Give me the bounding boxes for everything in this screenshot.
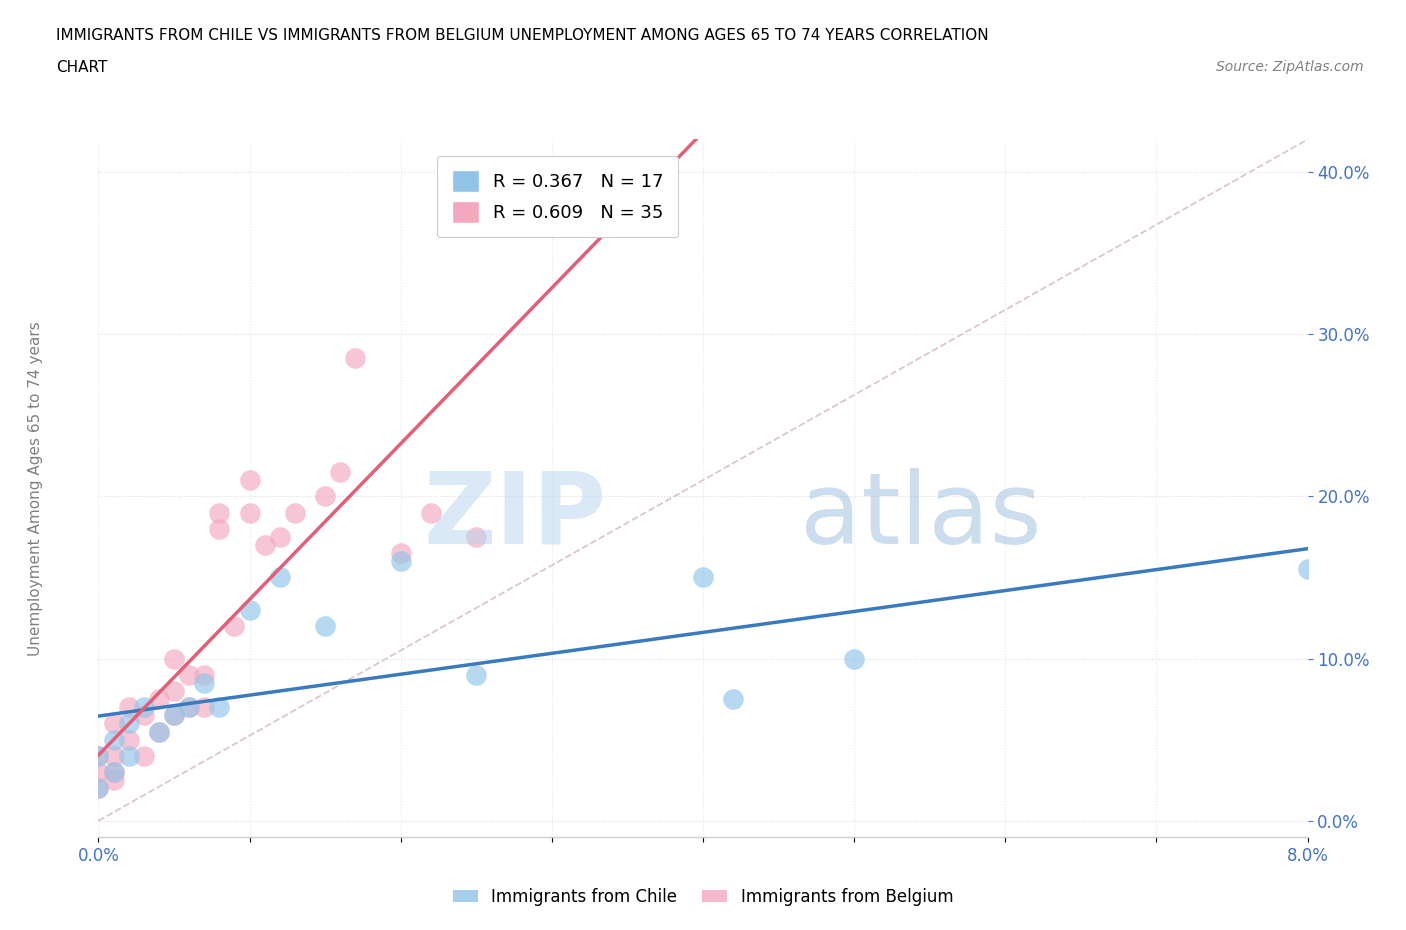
Point <box>148 724 170 739</box>
Text: ZIP: ZIP <box>423 468 606 565</box>
Point <box>179 699 201 714</box>
Point <box>208 699 231 714</box>
Point <box>118 732 141 747</box>
Point <box>103 732 125 747</box>
Point <box>163 708 186 723</box>
Point <box>239 505 262 520</box>
Point <box>179 699 201 714</box>
Text: IMMIGRANTS FROM CHILE VS IMMIGRANTS FROM BELGIUM UNEMPLOYMENT AMONG AGES 65 TO 7: IMMIGRANTS FROM CHILE VS IMMIGRANTS FROM… <box>56 28 988 43</box>
Point <box>269 570 291 585</box>
Point <box>132 708 155 723</box>
Point <box>103 749 125 764</box>
Point <box>118 749 141 764</box>
Point <box>329 465 352 480</box>
Point <box>284 505 307 520</box>
Point <box>87 781 110 796</box>
Point <box>389 546 412 561</box>
Point <box>193 699 215 714</box>
Point <box>692 570 714 585</box>
Point <box>465 668 488 683</box>
Point <box>193 668 215 683</box>
Point <box>118 716 141 731</box>
Point <box>163 684 186 698</box>
Point <box>118 699 141 714</box>
Point <box>465 529 488 544</box>
Point <box>148 692 170 707</box>
Point <box>103 764 125 779</box>
Point <box>179 668 201 683</box>
Point <box>87 749 110 764</box>
Point <box>224 618 246 633</box>
Text: Source: ZipAtlas.com: Source: ZipAtlas.com <box>1216 60 1364 74</box>
Point <box>103 716 125 731</box>
Text: CHART: CHART <box>56 60 108 75</box>
Point <box>163 708 186 723</box>
Point <box>1296 562 1319 577</box>
Point <box>253 538 276 552</box>
Point <box>193 675 215 690</box>
Point <box>87 749 110 764</box>
Point <box>419 505 441 520</box>
Point <box>103 773 125 788</box>
Y-axis label: Unemployment Among Ages 65 to 74 years: Unemployment Among Ages 65 to 74 years <box>28 321 42 656</box>
Point <box>239 472 262 487</box>
Legend: Immigrants from Chile, Immigrants from Belgium: Immigrants from Chile, Immigrants from B… <box>446 881 960 912</box>
Point <box>87 781 110 796</box>
Legend: R = 0.367   N = 17, R = 0.609   N = 35: R = 0.367 N = 17, R = 0.609 N = 35 <box>437 155 678 237</box>
Point <box>314 489 336 504</box>
Point <box>132 749 155 764</box>
Point <box>87 764 110 779</box>
Point <box>540 213 562 228</box>
Point <box>723 692 745 707</box>
Point <box>163 651 186 666</box>
Point <box>132 699 155 714</box>
Point <box>344 351 367 365</box>
Point <box>103 764 125 779</box>
Point <box>208 505 231 520</box>
Point <box>314 618 336 633</box>
Point <box>269 529 291 544</box>
Point <box>208 522 231 537</box>
Text: atlas: atlas <box>800 468 1042 565</box>
Point <box>148 724 170 739</box>
Point <box>239 603 262 618</box>
Point <box>844 651 866 666</box>
Point <box>389 553 412 568</box>
